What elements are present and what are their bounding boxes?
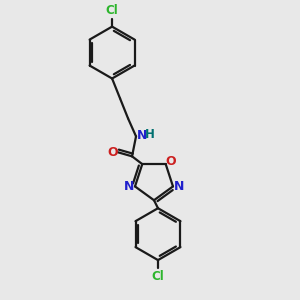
Text: Cl: Cl xyxy=(152,270,164,283)
Text: N: N xyxy=(137,129,147,142)
Text: N: N xyxy=(174,180,184,193)
Text: O: O xyxy=(165,154,176,168)
Text: O: O xyxy=(108,146,118,159)
Text: H: H xyxy=(145,128,155,141)
Text: N: N xyxy=(124,180,134,193)
Text: Cl: Cl xyxy=(106,4,118,16)
